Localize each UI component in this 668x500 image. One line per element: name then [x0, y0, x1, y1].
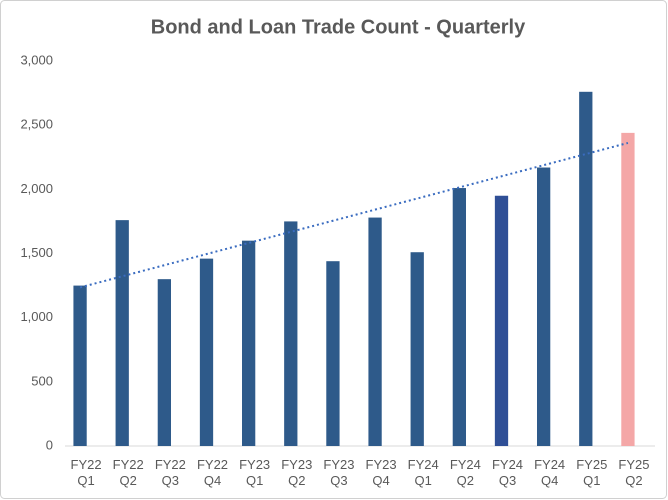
- x-tick-line: Q4: [541, 473, 558, 488]
- bar: [621, 132, 635, 446]
- bar: [242, 240, 256, 446]
- x-tick-line: FY24: [534, 457, 565, 472]
- x-tick-line: Q2: [457, 473, 474, 488]
- y-tick-label: 500: [31, 373, 53, 388]
- bar: [284, 221, 298, 446]
- x-tick-line: FY22: [155, 457, 186, 472]
- x-tick-line: Q3: [330, 473, 347, 488]
- x-tick-line: FY22: [71, 457, 102, 472]
- x-tick-label: FY25 Q2: [618, 457, 649, 488]
- x-tick-label: FY25 Q1: [576, 457, 607, 488]
- bar: [73, 285, 87, 446]
- x-tick-line: Q3: [162, 473, 179, 488]
- x-tick-label: FY24 Q3: [492, 457, 523, 488]
- x-tick-label: FY24 Q4: [534, 457, 565, 488]
- x-tick-label: FY23 Q4: [366, 457, 397, 488]
- y-tick-label: 2,500: [20, 117, 53, 132]
- bar: [452, 188, 466, 447]
- y-tick-label: 0: [46, 437, 53, 452]
- x-tick-line: Q1: [77, 473, 94, 488]
- x-tick-label: FY22 Q3: [155, 457, 186, 488]
- x-tick-line: Q2: [288, 473, 305, 488]
- x-tick-line: Q2: [120, 473, 137, 488]
- bar: [157, 279, 171, 446]
- x-tick-label: FY24 Q2: [450, 457, 481, 488]
- bar: [494, 195, 509, 446]
- bar: [326, 261, 340, 446]
- x-tick-label: FY23 Q2: [281, 457, 312, 488]
- x-tick-line: Q4: [372, 473, 389, 488]
- x-tick-label: FY24 Q1: [408, 457, 439, 488]
- bar: [410, 252, 424, 446]
- x-tick-line: FY24: [450, 457, 481, 472]
- x-tick-line: Q1: [583, 473, 600, 488]
- x-tick-line: FY23: [366, 457, 397, 472]
- x-tick-label: FY22 Q4: [197, 457, 228, 488]
- x-tick-label: FY22 Q1: [71, 457, 102, 488]
- x-tick-line: Q1: [246, 473, 263, 488]
- x-tick-line: FY22: [113, 457, 144, 472]
- x-tick-line: FY23: [323, 457, 354, 472]
- x-tick-line: FY24: [492, 457, 523, 472]
- x-tick-line: FY25: [618, 457, 649, 472]
- x-tick-label: FY23 Q3: [323, 457, 354, 488]
- x-tick-line: Q4: [204, 473, 221, 488]
- bar: [368, 217, 382, 446]
- y-tick-label: 3,000: [20, 52, 53, 67]
- x-tick-line: Q1: [415, 473, 432, 488]
- y-tick-label: 1,000: [20, 309, 53, 324]
- x-tick-label: FY22 Q2: [113, 457, 144, 488]
- bar: [115, 220, 129, 446]
- bar: [537, 167, 551, 446]
- x-tick-line: Q2: [625, 473, 642, 488]
- x-tick-line: FY23: [239, 457, 270, 472]
- x-tick-line: FY25: [576, 457, 607, 472]
- x-tick-line: Q3: [499, 473, 516, 488]
- chart-title: Bond and Loan Trade Count - Quarterly: [151, 16, 526, 38]
- y-tick-label: 1,500: [20, 245, 53, 260]
- x-tick-label: FY23 Q1: [239, 457, 270, 488]
- x-tick-line: FY23: [281, 457, 312, 472]
- y-tick-label: 2,000: [20, 181, 53, 196]
- x-tick-line: FY24: [408, 457, 439, 472]
- x-tick-line: FY22: [197, 457, 228, 472]
- bar: [579, 91, 593, 447]
- bar: [199, 258, 214, 446]
